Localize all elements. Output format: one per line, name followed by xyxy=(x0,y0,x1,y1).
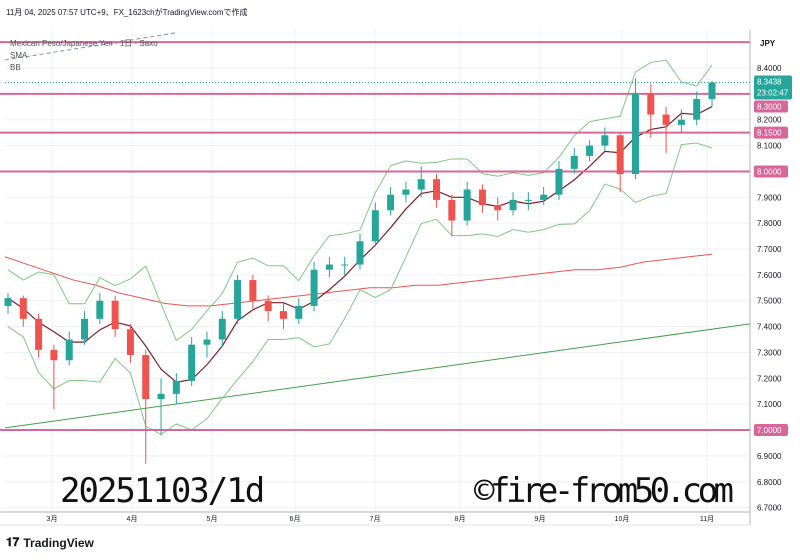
level-price-badge xyxy=(754,126,788,139)
watermark-site: ©fire-from50.com xyxy=(474,471,734,511)
y-tick-label: 6.8000 xyxy=(757,478,782,487)
candle-body xyxy=(356,241,364,265)
candle-body xyxy=(310,269,318,306)
candle-body xyxy=(234,280,242,319)
level-price-label: 8.1500 xyxy=(757,129,782,138)
candle-body xyxy=(203,339,211,345)
sma-long-line xyxy=(4,323,751,429)
y-tick-label: 7.2000 xyxy=(757,374,782,383)
y-tick-label: 8.1000 xyxy=(757,142,782,151)
candle-body xyxy=(463,189,471,221)
candle-body xyxy=(586,145,594,156)
candle-body xyxy=(65,339,73,361)
candle-body xyxy=(478,189,486,206)
candle-body xyxy=(647,93,655,115)
candle-body xyxy=(708,82,716,100)
y-tick-label: 7.5000 xyxy=(757,297,782,306)
candle-body xyxy=(157,393,165,400)
candle-body xyxy=(264,300,272,312)
candle-body xyxy=(218,318,226,340)
candle-body xyxy=(524,199,532,201)
x-tick-label: 3月 xyxy=(47,515,58,523)
candle-body xyxy=(540,194,548,200)
candle-body xyxy=(448,199,456,221)
candle-body xyxy=(279,311,287,319)
candle-body xyxy=(631,93,639,175)
candle-body xyxy=(341,264,349,266)
candle-body xyxy=(494,205,502,211)
candle-body xyxy=(402,189,410,195)
candle-body xyxy=(188,344,196,381)
x-tick-label: 7月 xyxy=(370,515,381,523)
y-tick-label: 8.2000 xyxy=(757,116,782,125)
y-tick-label: 6.7000 xyxy=(757,504,782,513)
candle-body xyxy=(96,300,104,319)
x-tick-label: 5月 xyxy=(207,515,218,523)
candle-body xyxy=(50,349,58,361)
candle-body xyxy=(4,298,12,306)
candle-body xyxy=(325,264,333,270)
y-tick-label: 7.6000 xyxy=(757,271,782,280)
legend-symbol: Mexican Peso/Japanese Yen · 1日 · Saxo xyxy=(10,39,158,48)
x-tick-label: 9月 xyxy=(535,515,546,523)
candle-body xyxy=(693,99,701,120)
last-price-label: 8.3438 xyxy=(757,78,782,87)
candle-body xyxy=(555,168,563,195)
candle-body xyxy=(142,355,150,400)
last-price-badge xyxy=(754,75,792,100)
candle-body xyxy=(433,179,441,200)
candle-body xyxy=(662,114,670,125)
currency-label: JPY xyxy=(760,39,776,48)
y-tick-label: 7.4000 xyxy=(757,323,782,332)
legend-bb[interactable]: BB xyxy=(10,63,21,72)
candle-body xyxy=(616,135,624,175)
tradingview-logo-icon: 𝟏𝟕 xyxy=(6,535,20,549)
level-price-badge xyxy=(754,165,788,178)
bb-upper-line xyxy=(7,59,713,342)
sma-mid-line xyxy=(4,253,713,307)
y-tick-label: 7.3000 xyxy=(757,348,782,357)
candle-body xyxy=(249,280,257,301)
candle-body xyxy=(19,298,27,319)
y-tick-label: 7.7000 xyxy=(757,245,782,254)
x-tick-label: 10月 xyxy=(615,515,630,523)
footer-brand[interactable]: 𝟏𝟕 TradingView xyxy=(6,535,94,550)
level-price-badge xyxy=(754,100,788,113)
candle-body xyxy=(172,380,180,394)
level-price-badge xyxy=(754,424,788,437)
x-tick-label: 8月 xyxy=(455,515,466,523)
footer-brand-label: TradingView xyxy=(23,535,94,550)
candle-body xyxy=(570,155,578,169)
watermark-date: 20251103/1d xyxy=(60,471,265,511)
candle-body xyxy=(509,199,517,211)
level-price-label: 8.0000 xyxy=(757,167,782,176)
candle-body xyxy=(111,300,119,330)
candle-body xyxy=(295,305,303,319)
level-price-label: 7.0000 xyxy=(757,426,782,435)
candle-body xyxy=(35,318,43,350)
candle-body xyxy=(387,194,395,211)
countdown-label: 23:02:47 xyxy=(757,89,789,98)
y-tick-label: 8.4000 xyxy=(757,64,782,73)
candle-body xyxy=(677,119,685,125)
x-tick-label: 6月 xyxy=(290,515,301,523)
y-tick-label: 7.9000 xyxy=(757,193,782,202)
y-tick-label: 6.9000 xyxy=(757,452,782,461)
candle-body xyxy=(81,318,89,340)
dashed-trendline xyxy=(4,32,176,61)
bb-lower-line xyxy=(7,142,713,436)
x-tick-label: 11月 xyxy=(700,515,714,523)
candle-body xyxy=(371,210,379,242)
candle-body xyxy=(601,135,609,146)
level-price-label: 8.3000 xyxy=(757,103,782,112)
y-tick-label: 7.1000 xyxy=(757,400,782,409)
chart-header: 11月 04, 2025 07:57 UTC+9、FX_1623chがTradi… xyxy=(6,8,248,17)
y-tick-label: 7.8000 xyxy=(757,219,782,228)
legend-sma[interactable]: SMA xyxy=(10,51,28,60)
candle-body xyxy=(417,179,425,190)
x-tick-label: 4月 xyxy=(127,515,138,523)
candle-body xyxy=(126,329,134,356)
